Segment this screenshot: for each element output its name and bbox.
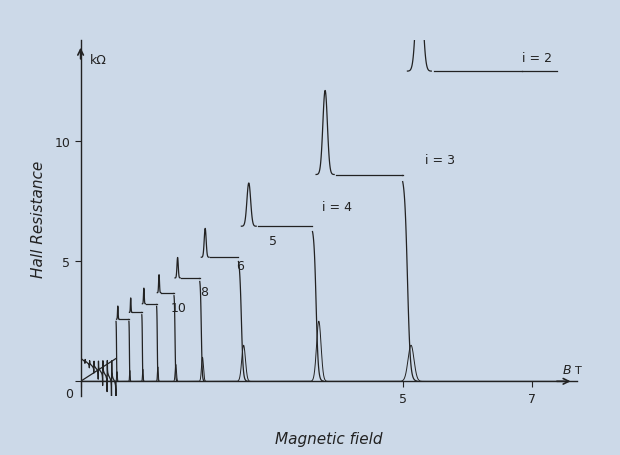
Text: 0: 0 [65, 388, 73, 400]
Text: Hall Resistance: Hall Resistance [31, 160, 46, 277]
Text: 10: 10 [170, 301, 187, 314]
Text: 8: 8 [200, 286, 208, 299]
Text: 5: 5 [268, 234, 277, 247]
Text: T: T [575, 365, 582, 375]
Text: 6: 6 [236, 259, 244, 273]
Text: B: B [562, 363, 571, 376]
Text: kΩ: kΩ [91, 54, 107, 66]
Text: i = 3: i = 3 [425, 154, 455, 167]
Text: Magnetic field: Magnetic field [275, 431, 383, 446]
Text: i = 4: i = 4 [322, 201, 352, 213]
Text: i = 2: i = 2 [522, 52, 552, 65]
